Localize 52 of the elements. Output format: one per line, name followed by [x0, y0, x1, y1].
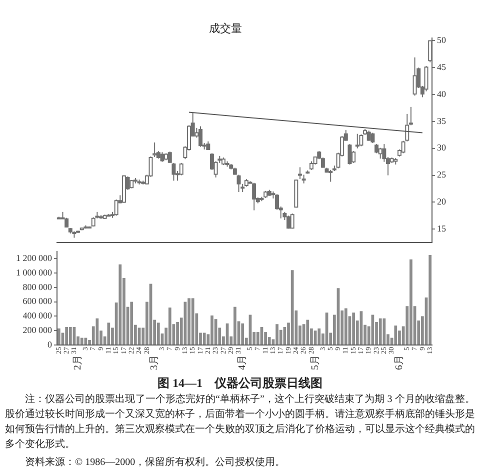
bar: [318, 328, 321, 344]
chart-title: 成交量: [208, 22, 243, 36]
y-tick-label: 25: [437, 170, 446, 180]
bar: [394, 326, 398, 344]
bar: [352, 312, 355, 344]
y-tick-label: 800 000: [22, 282, 52, 292]
bar: [241, 323, 244, 344]
y-tick-label: 45: [437, 62, 446, 72]
bar: [96, 318, 99, 344]
bar: [80, 338, 84, 344]
bar: [210, 315, 214, 344]
x-tick-label: 4月: [237, 355, 248, 370]
bar: [118, 264, 122, 344]
y-tick-label: 600 000: [22, 296, 52, 306]
x-tick-label: 2月: [72, 355, 84, 370]
y-tick-label: 30: [437, 142, 446, 153]
y-tick-label: 1 200 000: [16, 252, 52, 263]
bar: [344, 308, 348, 344]
bar: [176, 322, 179, 344]
bar: [306, 320, 310, 344]
bar: [202, 332, 206, 344]
y-tick-label: 35: [437, 116, 446, 126]
bar: [410, 259, 412, 344]
bar: [68, 327, 72, 344]
bar: [57, 328, 60, 344]
bar: [65, 327, 68, 344]
y-tick-label: 20: [437, 196, 446, 207]
bar: [191, 298, 194, 344]
bar: [234, 306, 236, 344]
x-tick-label: 3月: [149, 355, 160, 370]
bar: [156, 322, 160, 344]
bar: [378, 318, 382, 344]
bar: [276, 324, 278, 344]
bar: [290, 270, 294, 344]
x-tick-label: 6月: [394, 355, 406, 370]
y-tick-label: 40: [437, 88, 446, 99]
y-tick-label: 200 000: [22, 324, 52, 335]
caption: 图 14—1 仪器公司股票日线图: [156, 375, 324, 391]
text: 注：仪器公司的股票出现了一个形态完好的“单柄杯子”，这个上行突破结束了为期 3 个月的收缩盘整。股价通过较长时间形成一个又深又宽的杯子，后面带着一个小小的圆手柄。请注意观察手柄底部的锤头形是如何预告行情的上升的。第三次观察模式在一个失败的双顶之后消化了价格运动，可以显示这个经典模式的多个变化形式。: [4, 392, 476, 452]
bar: [382, 318, 386, 344]
bar: [188, 298, 190, 344]
y-tick-label: 1 000 000: [16, 267, 52, 278]
y-tick-label: 50: [437, 35, 446, 46]
y-tick-label: 15: [437, 224, 446, 234]
bar: [107, 322, 110, 344]
bar: [428, 255, 432, 344]
x-tick-label: 5月: [310, 355, 321, 370]
text: 资料来源：© 1986—2000，保留所有权利。公司授权使用。: [24, 456, 286, 470]
bar: [130, 302, 134, 344]
y-tick-label: 0: [48, 339, 52, 350]
y-tick-label: 400 000: [22, 310, 52, 321]
bar: [168, 308, 172, 344]
